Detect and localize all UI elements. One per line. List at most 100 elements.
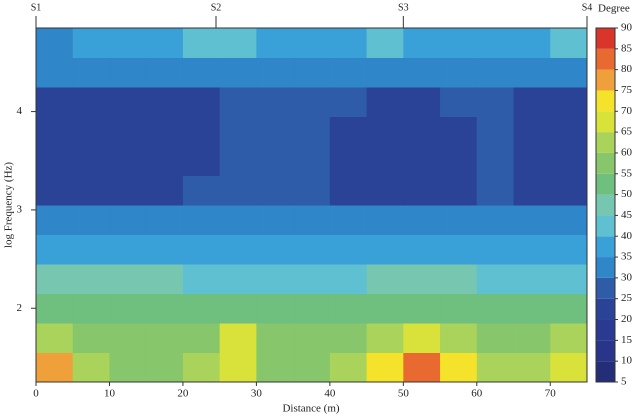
colorbar-frame (595, 27, 616, 383)
contour-cell (146, 293, 184, 324)
contour-cell (440, 175, 478, 206)
contour-cell (366, 234, 404, 265)
x-tick-label: 20 (177, 388, 189, 400)
contour-cell (36, 323, 74, 353)
contour-cell (182, 264, 221, 294)
contour-cell (293, 116, 331, 147)
contour-cell (329, 116, 368, 147)
contour-cell (182, 323, 221, 353)
contour-cell (550, 116, 588, 147)
contour-cell (513, 293, 551, 324)
contour-cell (256, 87, 294, 117)
colorbar-band (596, 28, 615, 49)
contour-cell (329, 234, 368, 265)
contour-cell (513, 264, 551, 294)
contour-cell (182, 205, 221, 235)
contour-cell (256, 175, 294, 206)
plot-frame (35, 27, 588, 383)
top-tick-label: S3 (398, 2, 409, 13)
contour-cell (182, 175, 221, 206)
contour-cell (293, 264, 331, 294)
colorbar-label: 50 (621, 188, 633, 200)
contour-cell (182, 234, 221, 265)
contour-cell (219, 87, 257, 117)
top-tick-label: S4 (582, 2, 593, 13)
contour-cell (293, 175, 331, 206)
contour-cell (219, 28, 257, 58)
contour-cell (476, 57, 515, 88)
colorbar-band (596, 298, 615, 320)
colorbar-band (596, 152, 615, 174)
contour-cell (440, 28, 478, 58)
contour-cell (550, 146, 588, 176)
colorbar-label: 90 (621, 22, 633, 34)
contour-cell (72, 264, 110, 294)
colorbar-title: Degree (598, 3, 630, 15)
contour-cell (182, 87, 221, 117)
x-tick-label: 70 (545, 388, 557, 400)
contour-cell (36, 264, 74, 294)
contour-cell (366, 175, 404, 206)
contour-cell (476, 146, 515, 176)
contour-cell (109, 28, 147, 58)
colorbar-label: 30 (621, 271, 633, 283)
contour-cell (476, 352, 515, 383)
contour-cell (109, 87, 147, 117)
contour-cell (476, 293, 515, 324)
contour-cell (550, 28, 588, 58)
contour-cell (72, 28, 110, 58)
contour-cell (182, 28, 221, 58)
contour-cell (403, 87, 441, 117)
colorbar-label: 40 (621, 230, 633, 242)
contour-cell (329, 293, 368, 324)
contour-cell (403, 234, 441, 265)
colorbar-label: 65 (621, 126, 633, 138)
colorbar-band (596, 194, 615, 216)
contour-cell (72, 234, 110, 265)
contour-cell (550, 57, 588, 88)
contour-cell (146, 205, 184, 235)
contour-cell (146, 234, 184, 265)
contour-cell (36, 293, 74, 324)
contour-cell (219, 293, 257, 324)
contour-cell (72, 205, 110, 235)
contour-cell (146, 116, 184, 147)
colorbar-band (596, 319, 615, 341)
contour-cell (440, 146, 478, 176)
contour-cell (403, 146, 441, 176)
contour-cell (513, 87, 551, 117)
contour-cell (329, 87, 368, 117)
contour-cell (403, 28, 441, 58)
contour-cell (550, 234, 588, 265)
contour-cell (293, 205, 331, 235)
contour-cell (109, 323, 147, 353)
contour-cell (109, 264, 147, 294)
contour-cell (146, 28, 184, 58)
contour-cell (146, 175, 184, 206)
contour-cell (182, 116, 221, 147)
contour-cell (403, 323, 441, 353)
contour-cell (256, 57, 294, 88)
contour-cell (36, 175, 74, 206)
colorbar-band (596, 90, 615, 112)
contour-cell (550, 175, 588, 206)
contour-cell (182, 146, 221, 176)
contour-cell (256, 264, 294, 294)
contour-cell (146, 87, 184, 117)
contour-cell (550, 352, 588, 383)
contour-cell (72, 323, 110, 353)
contour-cell (36, 116, 74, 147)
colorbar-label: 15 (621, 334, 633, 346)
x-tick-label: 60 (471, 388, 483, 400)
contour-cell (256, 146, 294, 176)
colorbar-band (596, 340, 615, 362)
colorbar-label: 80 (621, 63, 633, 75)
contour-cell (476, 264, 515, 294)
contour-cell (550, 205, 588, 235)
y-tick-label: 2 (17, 302, 23, 314)
contour-cell (293, 293, 331, 324)
contour-cell (513, 352, 551, 383)
contour-cell (476, 116, 515, 147)
contour-cell (293, 323, 331, 353)
